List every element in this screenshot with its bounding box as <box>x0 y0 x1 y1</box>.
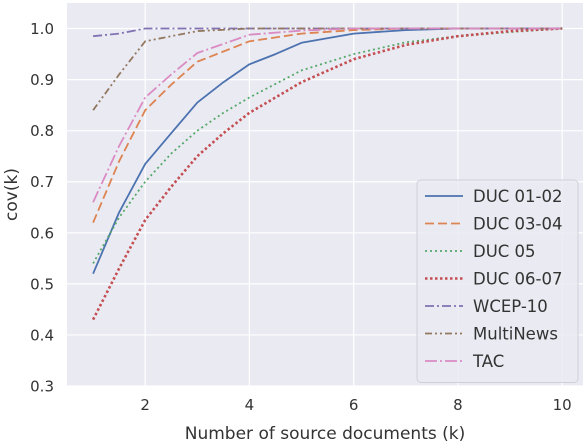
legend-label: MultiNews <box>473 325 558 344</box>
series-lines <box>91 27 563 321</box>
series-line-tac <box>92 27 563 203</box>
y-axis-label: cov(k) <box>2 168 22 221</box>
x-tick-labels: 2 4 6 8 10 <box>140 396 571 414</box>
legend-label: WCEP-10 <box>473 297 548 316</box>
legend-label: DUC 03-04 <box>473 215 563 234</box>
y-tick-label: 0.8 <box>30 122 54 140</box>
y-tick-label: 0.9 <box>30 71 54 89</box>
series-line-duc-06-07 <box>91 27 563 321</box>
x-tick-label: 4 <box>245 396 255 414</box>
legend-label: DUC 06-07 <box>473 270 563 289</box>
x-tick-label: 8 <box>453 396 463 414</box>
x-tick-label: 6 <box>349 396 359 414</box>
legend-label: DUC 05 <box>473 242 536 261</box>
legend-label: TAC <box>472 352 504 371</box>
y-tick-labels: 0.3 0.4 0.5 0.6 0.7 0.8 0.9 1.0 <box>30 20 54 395</box>
legend-label: DUC 01-02 <box>473 187 563 206</box>
legend-box <box>416 179 579 383</box>
y-tick-label: 0.4 <box>30 326 54 344</box>
x-axis-label: Number of source documents (k) <box>185 424 465 442</box>
legend: DUC 01-02 DUC 03-04 DUC 05 DUC 06-07 WCEP-10… <box>416 179 579 383</box>
y-tick-label: 0.5 <box>30 275 54 293</box>
y-tick-label: 1.0 <box>30 20 54 38</box>
x-tick-label: 2 <box>140 396 150 414</box>
y-tick-label: 0.3 <box>30 378 54 396</box>
y-tick-label: 0.7 <box>30 173 54 191</box>
x-tick-label: 10 <box>553 396 572 414</box>
y-tick-label: 0.6 <box>30 224 54 242</box>
